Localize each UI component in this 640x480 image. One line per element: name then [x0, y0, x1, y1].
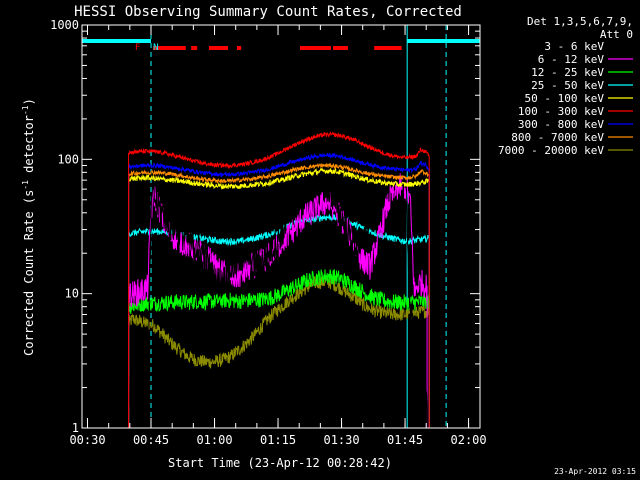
series-line [128, 157, 428, 428]
legend-label: 300 - 800 keV [518, 118, 604, 131]
y-axis-label-part: detector [22, 115, 36, 180]
legend-label: 7000 - 20000 keV [498, 144, 604, 157]
series-line [128, 269, 430, 428]
legend-label: 100 - 300 keV [518, 105, 604, 118]
x-tick-label: 01:15 [260, 433, 296, 447]
y-axis-label-sup: -1 [21, 105, 30, 115]
annotation-label: N [153, 43, 158, 53]
series-layer [128, 131, 430, 428]
legend-label: 3 - 6 keV [544, 40, 604, 53]
timestamp: 23-Apr-2012 03:15 [554, 467, 636, 476]
axes: 1 10 100 1000 00:30 00:45 01:00 01:15 01:30 01:45… [50, 18, 487, 447]
legend-label: 800 - 7000 keV [511, 131, 604, 144]
y-tick-label: 10 [65, 287, 79, 301]
y-tick-label: 1000 [50, 18, 79, 32]
y-tick-label: 1 [72, 421, 79, 435]
x-tick-label: 01:45 [387, 433, 423, 447]
y-axis-label: Corrected Count Rate (s-1 detector-1) [21, 98, 36, 356]
x-tick-label: 01:00 [196, 433, 232, 447]
series-line [128, 162, 430, 428]
x-tick-label: 00:30 [69, 433, 105, 447]
legend-label: 25 - 50 keV [531, 79, 604, 92]
x-axis-label: Start Time (23-Apr-12 00:28:42) [168, 456, 392, 470]
annotation-label: F [135, 43, 140, 53]
y-tick-label: 100 [57, 152, 79, 166]
legend-header-line: Att 0 [600, 28, 633, 41]
legend-label: 6 - 12 keV [538, 53, 605, 66]
series-line [128, 152, 430, 428]
y-axis-label-sup: -1 [21, 180, 30, 190]
legend-header-line: Det 1,3,5,6,7,9, [527, 15, 633, 28]
series-line [128, 131, 430, 428]
chart-title: HESSI Observing Summary Count Rates, Cor… [74, 4, 462, 20]
x-tick-label: 00:45 [133, 433, 169, 447]
x-tick-label: 01:30 [323, 433, 359, 447]
legend-label: 12 - 25 keV [531, 66, 604, 79]
y-axis-label-part: ) [22, 98, 36, 105]
x-tick-label: 02:00 [451, 433, 487, 447]
plot-frame [81, 24, 481, 429]
series-line [128, 167, 430, 428]
y-axis-label-part: Corrected Count Rate (s [22, 190, 36, 356]
legend-label: 50 - 100 keV [525, 92, 605, 105]
